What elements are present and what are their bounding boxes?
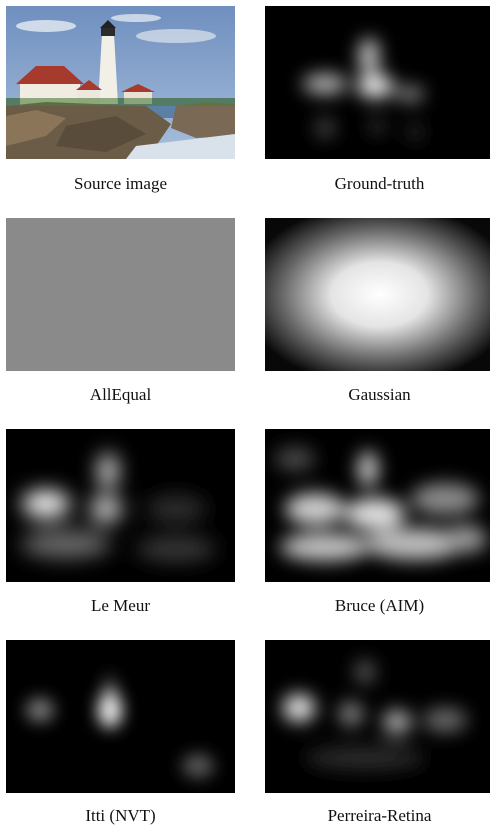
le-meur-map bbox=[6, 429, 235, 582]
perreira-panel bbox=[265, 640, 490, 793]
itti-panel bbox=[6, 640, 235, 793]
panel-caption: Bruce (AIM) bbox=[334, 596, 425, 615]
lighthouse-photo bbox=[6, 6, 235, 159]
panel-caption: Source image bbox=[74, 174, 167, 193]
le-meur-panel bbox=[6, 429, 235, 582]
panel-caption: Itti (NVT) bbox=[85, 806, 156, 825]
perreira-retina-map bbox=[265, 640, 490, 793]
itti-nvt-map bbox=[6, 640, 235, 793]
panel-caption: Perreira-Retina bbox=[327, 806, 432, 825]
panel-caption: AllEqual bbox=[89, 385, 152, 404]
ground-truth-panel bbox=[265, 6, 490, 159]
panel-caption: Ground-truth bbox=[334, 174, 425, 193]
source-image-panel bbox=[6, 6, 235, 159]
gaussian-panel bbox=[265, 218, 490, 371]
panel-caption: Gaussian bbox=[348, 385, 411, 404]
bruce-panel bbox=[265, 429, 490, 582]
ground-truth-map bbox=[265, 6, 490, 159]
gaussian-map bbox=[265, 218, 490, 371]
allequal-panel bbox=[6, 218, 235, 371]
allequal-map bbox=[6, 218, 235, 371]
panel-caption: Le Meur bbox=[90, 596, 150, 615]
bruce-aim-map bbox=[265, 429, 490, 582]
